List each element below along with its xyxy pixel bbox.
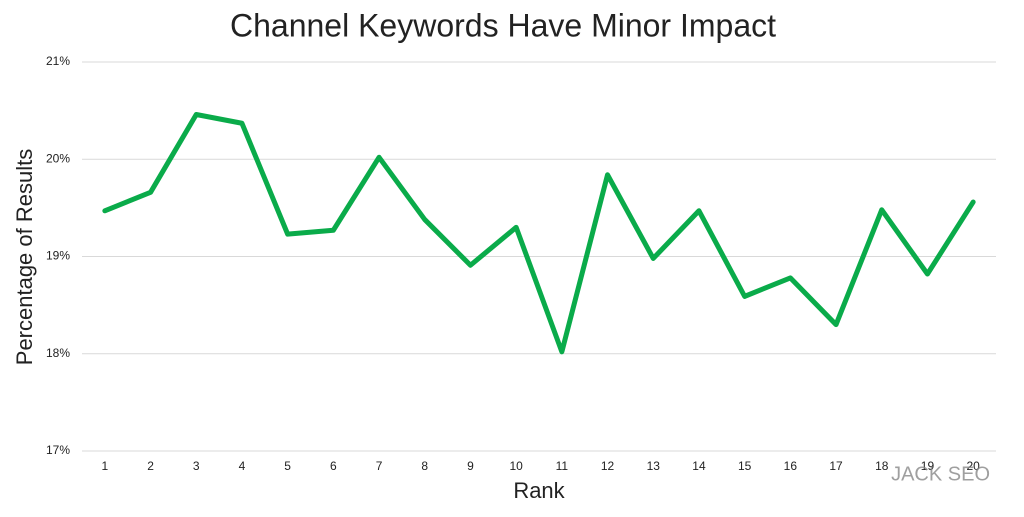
x-tick-label: 14 bbox=[692, 459, 706, 473]
data-line bbox=[102, 112, 976, 355]
x-tick-label: 10 bbox=[509, 459, 523, 473]
x-tick-label: 16 bbox=[784, 459, 798, 473]
y-tick-label: 18% bbox=[46, 346, 70, 360]
x-tick-label: 3 bbox=[193, 459, 200, 473]
x-tick-label: 17 bbox=[829, 459, 843, 473]
x-tick-label: 19 bbox=[921, 459, 935, 473]
x-tick-label: 15 bbox=[738, 459, 752, 473]
x-tick-label: 18 bbox=[875, 459, 889, 473]
x-tick-label: 2 bbox=[147, 459, 154, 473]
y-tick-label: 19% bbox=[46, 249, 70, 263]
watermark: JACK SEO bbox=[891, 463, 990, 485]
x-tick-label: 12 bbox=[601, 459, 615, 473]
x-tick-label: 4 bbox=[239, 459, 246, 473]
y-tick-label: 20% bbox=[46, 151, 70, 165]
x-tick-label: 20 bbox=[966, 459, 980, 473]
x-tick-label: 8 bbox=[421, 459, 428, 473]
x-tick-label: 5 bbox=[284, 459, 291, 473]
x-axis-label: Rank bbox=[513, 478, 565, 503]
x-tick-label: 7 bbox=[376, 459, 383, 473]
y-tick-label: 21% bbox=[46, 54, 70, 68]
x-tick-label: 13 bbox=[647, 459, 661, 473]
y-axis-label: Percentage of Results bbox=[12, 149, 37, 365]
x-tick-label: 1 bbox=[102, 459, 109, 473]
y-tick-label: 17% bbox=[46, 443, 70, 457]
x-tick-label: 9 bbox=[467, 459, 474, 473]
x-tick-label: 11 bbox=[556, 459, 569, 473]
chart-title: Channel Keywords Have Minor Impact bbox=[230, 7, 776, 43]
x-tick-label: 6 bbox=[330, 459, 337, 473]
